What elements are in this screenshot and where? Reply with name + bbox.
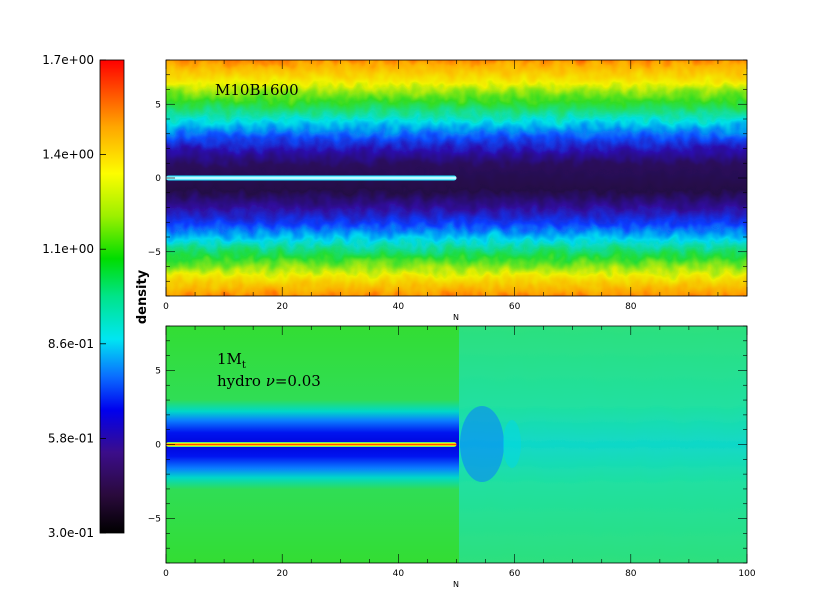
y-tick-label: 5 [155, 100, 161, 110]
x-tick-label: 80 [625, 569, 637, 579]
x-tick-label: 0 [163, 569, 169, 579]
x-tick-label: 60 [509, 302, 521, 312]
colorbar-tick-label: 1.4e+00 [42, 148, 94, 162]
colorbar-tick-label: 5.8e-01 [48, 431, 94, 445]
top-filament [166, 175, 457, 181]
top-panel-title: M10B1600 [215, 81, 299, 99]
bottom-panel: 0 20 40 60 80 100 −5 0 5 1Mt hydro ν=0.03 N [148, 325, 756, 589]
x-tick-label: 0 [163, 302, 169, 312]
y-tick-label: 0 [155, 174, 161, 184]
x-tick-label: 40 [393, 302, 405, 312]
colorbar-label: density [135, 269, 150, 324]
y-tick-label: −5 [148, 248, 161, 258]
top-x-axis-label: N [453, 313, 459, 322]
colorbar-tick-label: 1.1e+00 [42, 242, 94, 256]
x-tick-label: 20 [276, 302, 288, 312]
bottom-panel-title: 1Mt [217, 350, 246, 371]
bottom-shock-ripple [503, 420, 521, 468]
bottom-filament [166, 442, 457, 447]
top-panel: 0 20 40 60 80 −5 0 5 M10B1600 N [148, 59, 748, 322]
y-tick-label: 5 [155, 366, 161, 376]
bottom-shock-blob [460, 406, 504, 482]
y-tick-label: −5 [148, 515, 161, 525]
y-tick-label: 0 [155, 441, 161, 451]
x-tick-label: 80 [625, 302, 637, 312]
x-tick-label: 40 [393, 569, 405, 579]
colorbar-tick-label: 8.6e-01 [48, 337, 94, 351]
bottom-panel-subtitle: hydro ν=0.03 [217, 372, 321, 390]
x-tick-label: 60 [509, 569, 521, 579]
colorbar-tick-label: 1.7e+00 [42, 53, 94, 67]
x-tick-label: 20 [276, 569, 288, 579]
x-tick-label: 100 [738, 569, 755, 579]
colorbar-tick-label: 3.0e-01 [48, 526, 94, 540]
bottom-x-axis-label: N [453, 580, 459, 589]
colorbar: 1.7e+00 1.4e+00 1.1e+00 8.6e-01 5.8e-01 3.0e-… [42, 53, 150, 540]
colorbar-gradient [99, 59, 125, 534]
